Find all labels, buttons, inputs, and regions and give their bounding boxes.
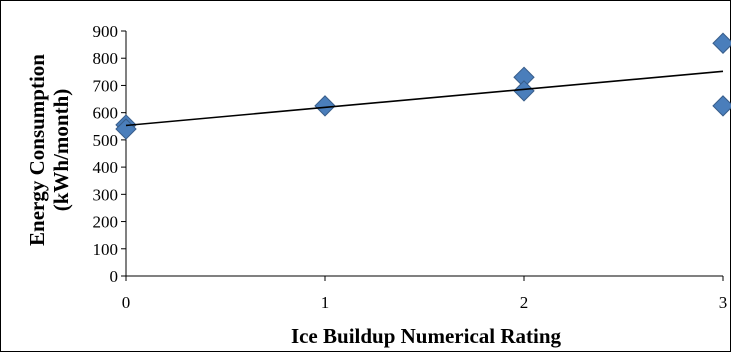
y-axis-title-line1: Energy Consumption <box>25 54 49 246</box>
y-tick-label: 0 <box>110 267 119 286</box>
y-tick-label: 300 <box>93 185 119 204</box>
y-tick-label: 500 <box>93 131 119 150</box>
data-point <box>314 95 336 117</box>
y-tick-label: 100 <box>93 240 119 259</box>
data-point <box>712 95 731 117</box>
x-tick-label: 3 <box>719 293 728 312</box>
y-tick-label: 700 <box>93 76 119 95</box>
y-axis-ticks: 0 100 200 300 400 500 600 700 800 900 <box>93 22 126 286</box>
x-axis-title: Ice Buildup Numerical Rating <box>291 324 562 348</box>
x-tick-label: 2 <box>520 293 529 312</box>
data-points <box>115 32 731 140</box>
x-axis-ticks: 0 1 2 3 <box>122 276 728 312</box>
x-tick-label: 1 <box>321 293 330 312</box>
y-tick-label: 400 <box>93 158 119 177</box>
y-axis-title-line2: (kWh/month) <box>49 89 73 212</box>
y-tick-label: 800 <box>93 49 119 68</box>
y-tick-label: 600 <box>93 104 119 123</box>
y-tick-label: 200 <box>93 213 119 232</box>
x-tick-label: 0 <box>122 293 131 312</box>
y-tick-label: 900 <box>93 22 119 41</box>
data-point <box>712 32 731 54</box>
data-point <box>513 80 535 102</box>
data-point <box>115 118 137 140</box>
trendline <box>125 70 724 127</box>
